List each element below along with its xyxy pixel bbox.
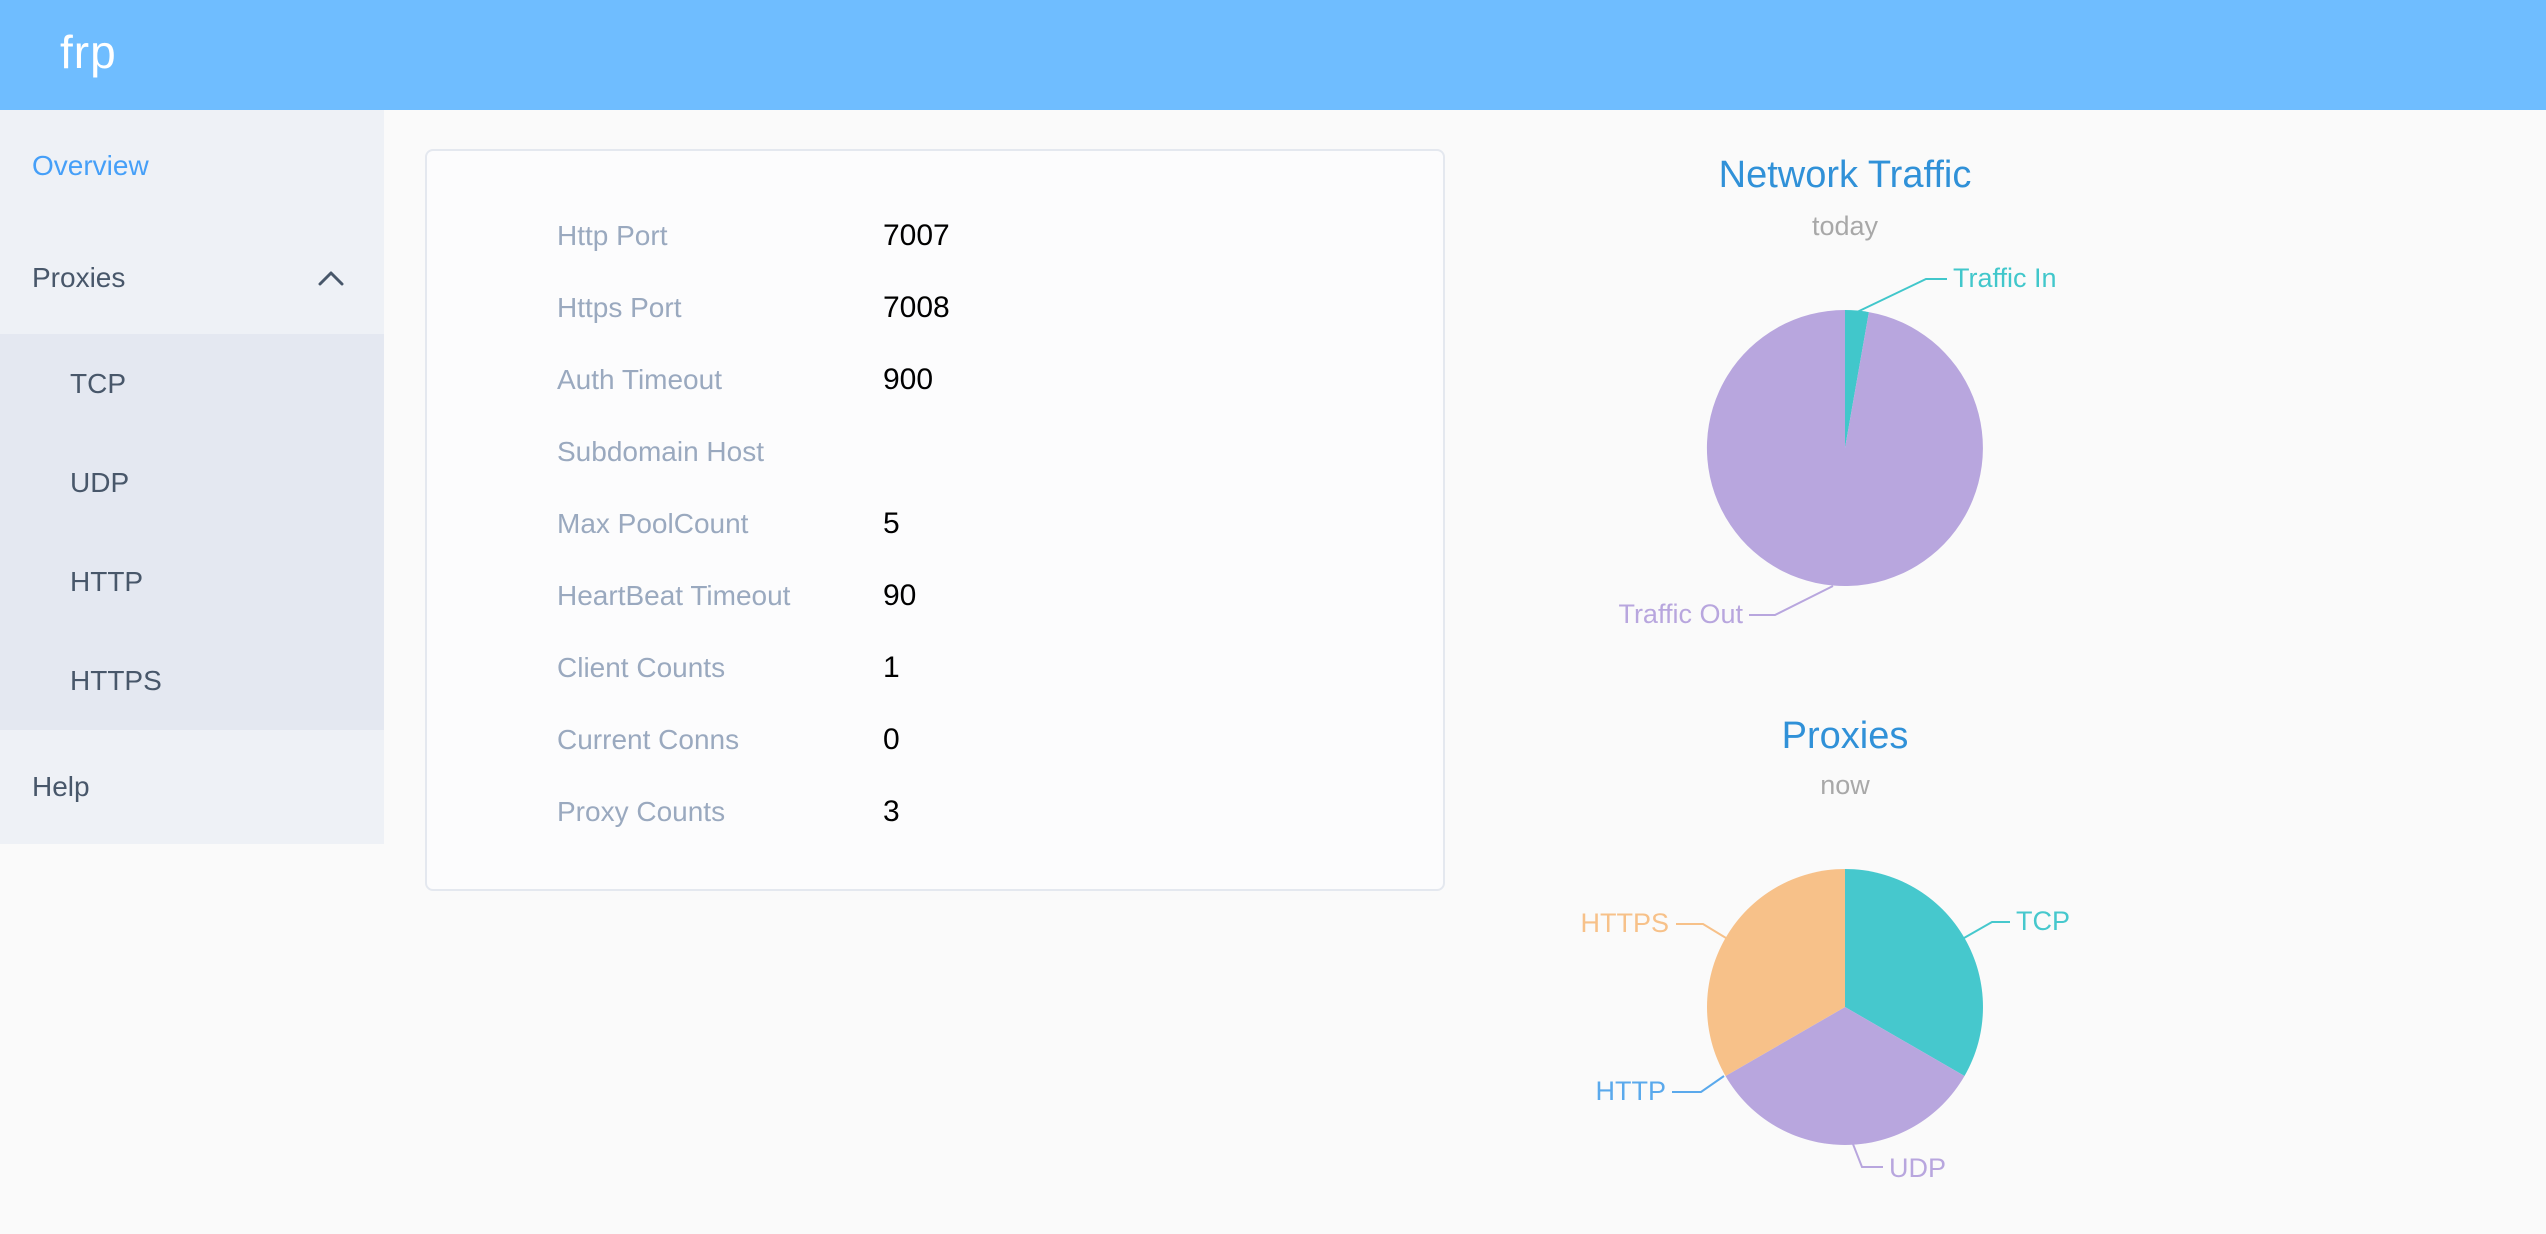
chevron-up-icon <box>318 271 344 286</box>
config-label: Https Port <box>557 292 682 323</box>
config-value: 3 <box>883 795 900 828</box>
network-traffic-chart-title: Network Traffic <box>1718 154 1972 196</box>
config-row-heartbeat-timeout: HeartBeat Timeout 90 <box>427 560 1443 632</box>
network-traffic-pie-chart: Traffic In Traffic Out <box>1618 263 2057 629</box>
config-value: 0 <box>883 723 900 756</box>
leader-line-http <box>1672 1075 1725 1093</box>
sidebar-item-tcp[interactable]: TCP <box>70 368 126 399</box>
pie-slice-traffic-in[interactable] <box>1845 310 1869 448</box>
sidebar-item-udp[interactable]: UDP <box>70 467 130 498</box>
sidebar-item-proxies-label: Proxies <box>32 262 126 293</box>
leader-line-traffic-out <box>1749 585 1834 616</box>
leader-line-tcp <box>1963 921 2010 939</box>
app-header: frp <box>0 0 2546 110</box>
config-row-proxy-counts: Proxy Counts 3 <box>427 776 1443 848</box>
config-row-current-conns: Current Conns 0 <box>427 704 1443 776</box>
sidebar-item-proxies[interactable]: Proxies <box>0 222 384 334</box>
config-row-subdomain-host: Subdomain Host <box>427 416 1443 488</box>
pie-label-https: HTTPS <box>1580 908 1669 938</box>
app-logo: frp <box>60 26 117 78</box>
pie-slice-tcp[interactable] <box>1845 869 1983 1076</box>
sidebar-item-http[interactable]: HTTP <box>70 566 144 597</box>
config-label: Subdomain Host <box>557 436 765 467</box>
config-label: Http Port <box>557 220 668 251</box>
sidebar-item-overview[interactable]: Overview <box>32 150 149 181</box>
config-row-auth-timeout: Auth Timeout 900 <box>427 344 1443 416</box>
leader-line-udp <box>1850 1138 1883 1168</box>
config-value: 90 <box>883 579 917 612</box>
config-value: 5 <box>883 507 900 540</box>
config-value: 1 <box>883 651 900 684</box>
leader-line-traffic-in <box>1854 278 1947 314</box>
sidebar-submenu-proxies: TCP UDP HTTP HTTPS <box>0 334 384 730</box>
config-label: Client Counts <box>557 652 726 683</box>
pie-slice-https[interactable] <box>1707 869 1845 1076</box>
config-row-max-poolcount: Max PoolCount 5 <box>427 488 1443 560</box>
leader-line-https <box>1676 923 1727 939</box>
proxies-chart-subtitle: now <box>1820 770 1870 800</box>
config-label: Max PoolCount <box>557 508 749 539</box>
sidebar-item-help[interactable]: Help <box>32 771 90 802</box>
pie-label-http: HTTP <box>1596 1076 1667 1106</box>
config-value: 7008 <box>883 291 950 324</box>
pie-slice-udp[interactable] <box>1725 1007 1965 1145</box>
sidebar: Overview Proxies TCP UDP HTTP HTTPS Help <box>0 110 384 844</box>
proxies-pie-chart: TCP UDP HTTP HTTPS <box>1580 869 2070 1183</box>
network-traffic-chart-subtitle: today <box>1811 211 1879 241</box>
config-value: 900 <box>883 363 934 396</box>
config-label: Current Conns <box>557 724 740 755</box>
server-config-card: Http Port 7007 Https Port 7008 Auth Time… <box>425 149 1445 891</box>
config-value: 7007 <box>883 219 950 252</box>
proxies-chart-title: Proxies <box>1781 715 1909 757</box>
pie-label-tcp: TCP <box>2016 906 2070 936</box>
config-row-client-counts: Client Counts 1 <box>427 632 1443 704</box>
pie-label-traffic-out: Traffic Out <box>1618 599 1743 629</box>
config-label: Auth Timeout <box>557 364 722 395</box>
pie-slice-traffic-out[interactable] <box>1706 310 1983 586</box>
config-row-https-port: Https Port 7008 <box>427 272 1443 344</box>
config-label: HeartBeat Timeout <box>557 580 791 611</box>
config-row-http-port: Http Port 7007 <box>427 200 1443 272</box>
pie-label-udp: UDP <box>1889 1153 1946 1183</box>
pie-label-traffic-in: Traffic In <box>1953 263 2057 293</box>
sidebar-item-https[interactable]: HTTPS <box>70 665 162 696</box>
config-label: Proxy Counts <box>557 796 726 827</box>
